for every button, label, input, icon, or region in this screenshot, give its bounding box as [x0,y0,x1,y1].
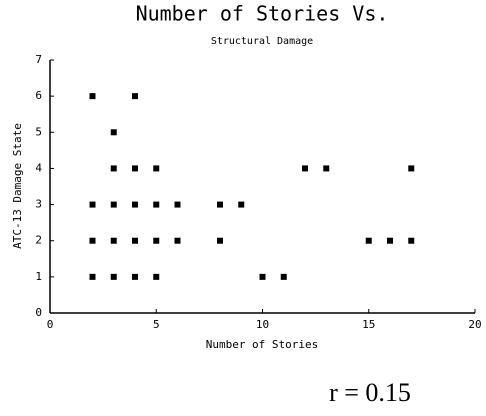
point [302,165,308,172]
point [174,237,181,244]
point [132,237,138,244]
chart-subtitle: Structural Damage [211,36,313,47]
x-tick-label: 15 [362,318,375,331]
point [89,273,96,280]
x-tick-label: 0 [47,318,54,331]
y-tick-label: 4 [35,161,42,174]
point [132,165,138,172]
point [365,237,372,244]
y-axis-label: ATC-13 Damage State [11,123,24,249]
point [110,201,117,208]
point [110,237,117,244]
point [323,165,330,172]
point [110,273,117,280]
y-tick-label: 6 [35,89,42,102]
x-axis-label: Number of Stories [206,338,319,351]
point [132,273,138,280]
y-tick-label: 3 [35,198,42,211]
y-tick-label: 2 [35,234,42,247]
point [174,201,181,208]
point [280,273,287,280]
point [408,237,415,244]
x-tick-label: 10 [256,318,269,331]
point [132,201,138,208]
point [153,165,160,172]
point [217,201,223,208]
point [132,93,138,100]
point [217,237,223,244]
y-tick-label: 7 [35,53,42,66]
point [153,201,160,208]
point [408,165,415,172]
y-tick-label: 0 [35,306,42,319]
point [259,273,266,280]
point [89,201,96,208]
point [110,129,117,136]
point [387,237,393,244]
point [153,237,160,244]
annotation: r = 0.15 [329,378,411,407]
x-tick-label: 5 [153,318,160,331]
point [110,165,117,172]
y-tick-label: 5 [35,125,42,138]
x-tick-label: 20 [468,318,481,331]
chart-title: Number of Stories Vs. [136,2,389,26]
point [153,273,160,280]
point [89,237,96,244]
point [238,201,245,208]
point [89,93,96,100]
y-tick-label: 1 [35,270,42,283]
